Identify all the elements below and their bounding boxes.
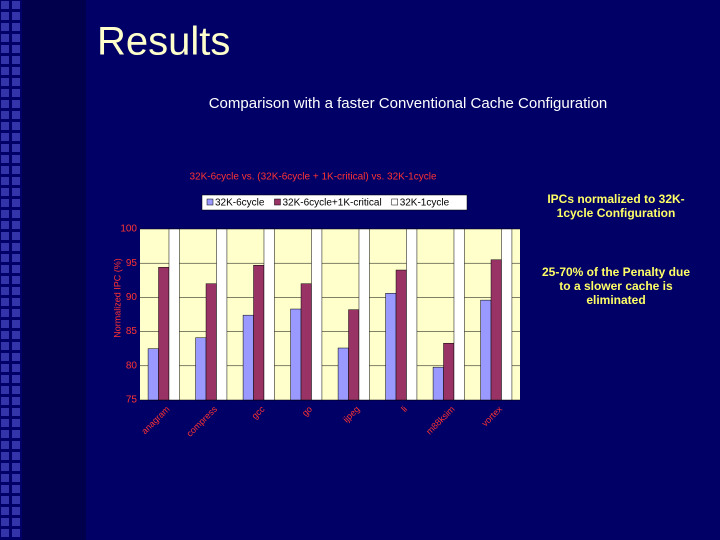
legend-label: 32K-6cycle	[215, 198, 265, 209]
legend-label: 32K-1cycle	[400, 198, 450, 209]
note: 25-70% of the Penalty due to a slower ca…	[541, 265, 691, 307]
bar	[263, 228, 275, 401]
x-tick-label: anagram	[139, 404, 171, 436]
y-tick-label: 90	[126, 292, 138, 303]
bar	[348, 309, 360, 401]
bar	[195, 337, 207, 401]
chart-title: 32K-6cycle vs. (32K-6cycle + 1K-critical…	[189, 172, 436, 183]
y-tick-label: 75	[126, 395, 138, 406]
x-tick-label: ijpeg	[341, 404, 362, 425]
bar	[443, 342, 455, 401]
bar	[406, 228, 418, 401]
bar	[432, 366, 444, 401]
bar	[337, 347, 349, 401]
legend-swatch	[274, 198, 281, 206]
x-tick-label: vortex	[480, 404, 505, 429]
decoration	[0, 0, 22, 540]
legend-label: 32K-6cycle+1K-critical	[282, 198, 381, 209]
slide-title: Results	[97, 20, 230, 64]
bar	[300, 283, 312, 401]
note: IPCs normalized to 32K-1cycle Configurat…	[547, 192, 685, 220]
legend-swatch	[391, 198, 398, 206]
bar	[395, 269, 407, 401]
bar	[290, 308, 302, 401]
bar	[501, 228, 513, 401]
legend-swatch	[206, 198, 214, 206]
x-tick-label: gcc	[250, 404, 267, 421]
decoration	[22, 0, 86, 540]
bar	[453, 228, 465, 401]
bar	[242, 314, 254, 401]
y-axis-label: Normalized IPC (%)	[112, 258, 122, 338]
bar	[168, 228, 180, 401]
bar	[480, 299, 492, 401]
bar	[158, 267, 170, 401]
x-tick-label: li	[399, 404, 409, 414]
legend	[201, 194, 468, 211]
y-tick-label: 80	[126, 360, 138, 371]
bar	[205, 283, 217, 401]
x-tick-label: go	[300, 404, 314, 418]
bar	[216, 228, 228, 401]
bar	[358, 228, 370, 401]
x-tick-label: compress	[184, 404, 219, 439]
y-tick-label: 100	[120, 224, 137, 235]
y-tick-label: 85	[126, 326, 138, 337]
bar	[385, 293, 397, 401]
bar	[490, 259, 502, 401]
bar	[253, 265, 265, 401]
y-tick-label: 95	[126, 258, 138, 269]
slide-subtitle: Comparison with a faster Conventional Ca…	[209, 95, 608, 112]
x-tick-label: m88ksim	[424, 404, 457, 437]
bar	[311, 228, 323, 401]
bar	[147, 348, 159, 401]
